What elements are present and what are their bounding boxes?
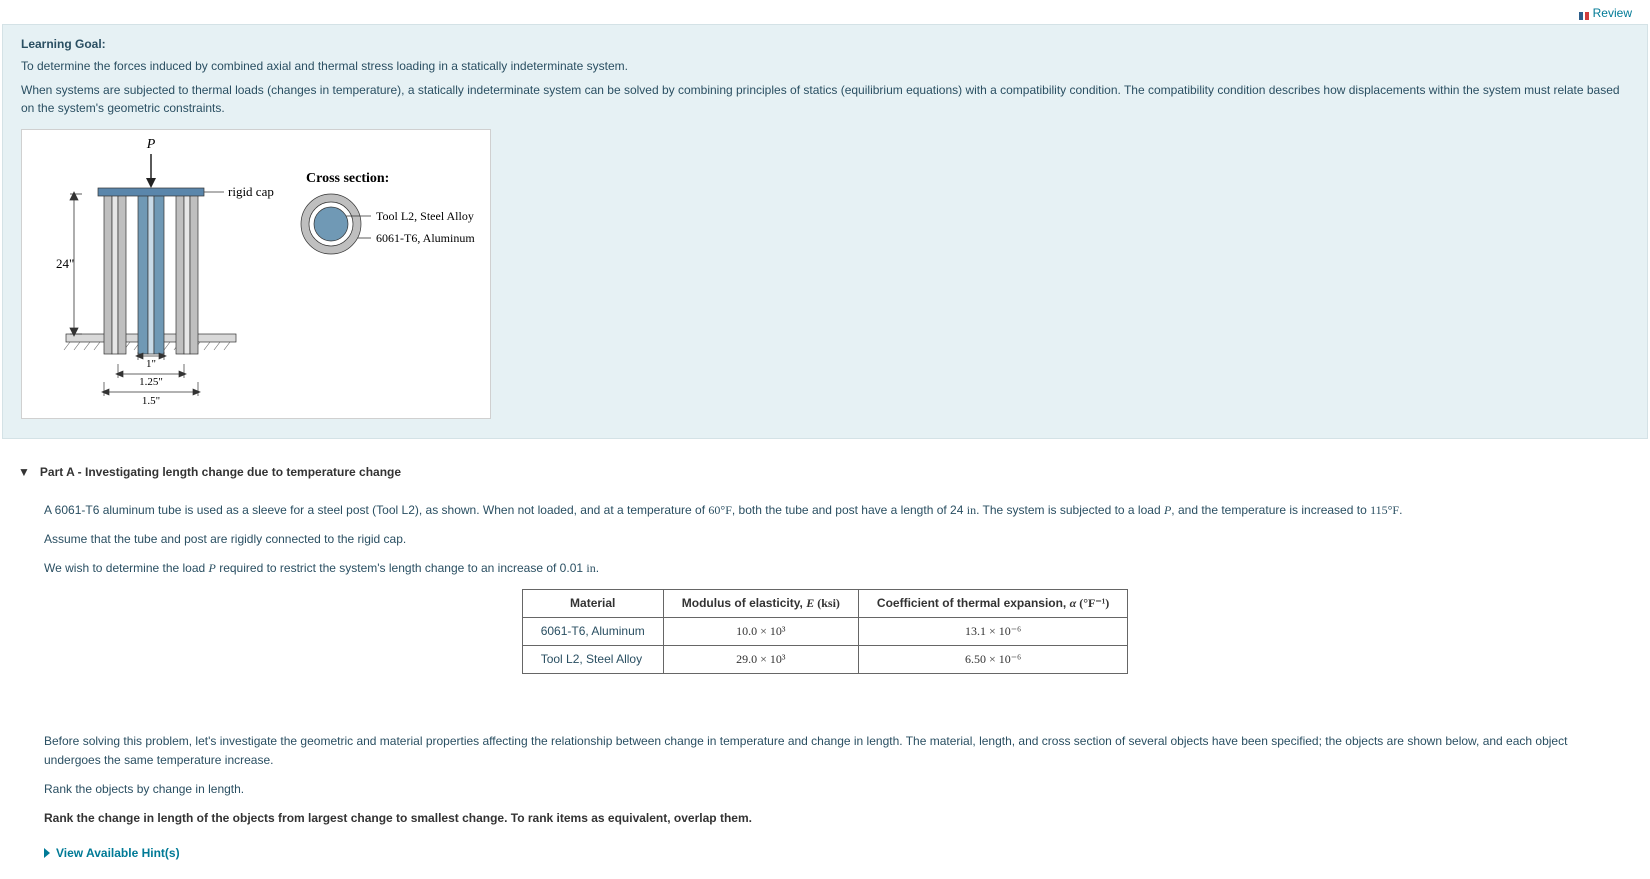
fig-inner-dim: 1"	[146, 358, 156, 370]
top-bar: Review	[0, 0, 1650, 22]
fig-rigidcap-label: rigid cap	[228, 184, 274, 199]
review-label: Review	[1593, 6, 1632, 20]
learning-goal-panel: Learning Goal: To determine the forces i…	[2, 24, 1648, 439]
fig-xsection-title: Cross section:	[306, 171, 389, 186]
review-link[interactable]: Review	[1579, 6, 1632, 20]
figure: P rigid cap 24"	[21, 129, 491, 419]
part-a-body: A 6061-T6 aluminum tube is used as a sle…	[0, 487, 1650, 879]
part-a-p4: Before solving this problem, let's inves…	[44, 732, 1606, 770]
view-hints-button[interactable]: View Available Hint(s)	[44, 846, 180, 860]
part-a-header[interactable]: ▼ Part A - Investigating length change d…	[0, 457, 1650, 487]
fig-height-label: 24"	[56, 256, 74, 271]
fig-outer-dim: 1.5"	[142, 395, 160, 407]
part-a-p3: We wish to determine the load P required…	[44, 559, 1606, 578]
table-col-modulus: Modulus of elasticity, E (ksi)	[663, 589, 858, 617]
fig-load-label: P	[146, 137, 156, 152]
part-a-p1: A 6061-T6 aluminum tube is used as a sle…	[44, 501, 1606, 520]
hints-label: View Available Hint(s)	[56, 846, 180, 860]
table-col-alpha: Coefficient of thermal expansion, α (°F⁻…	[858, 589, 1127, 617]
caret-down-icon: ▼	[18, 465, 30, 479]
part-a-p5: Rank the objects by change in length.	[44, 780, 1606, 799]
review-icon	[1579, 9, 1589, 17]
caret-right-icon	[44, 848, 50, 858]
table-row: Tool L2, Steel Alloy 29.0 × 10³ 6.50 × 1…	[522, 645, 1128, 673]
table-col-material: Material	[522, 589, 663, 617]
learning-goal-title: Learning Goal:	[21, 37, 1629, 51]
fig-inner-mat: Tool L2, Steel Alloy	[376, 209, 474, 223]
learning-goal-line1: To determine the forces induced by combi…	[21, 57, 1629, 75]
part-a-p2: Assume that the tube and post are rigidl…	[44, 530, 1606, 549]
materials-table: Material Modulus of elasticity, E (ksi) …	[522, 589, 1129, 674]
table-row: 6061-T6, Aluminum 10.0 × 10³ 13.1 × 10⁻⁶	[522, 617, 1128, 645]
part-a-title: Part A - Investigating length change due…	[40, 465, 401, 479]
part-a-p6: Rank the change in length of the objects…	[44, 809, 1606, 828]
fig-outer-mat: 6061-T6, Aluminum	[376, 231, 475, 245]
figure-svg: P rigid cap 24"	[26, 134, 486, 414]
learning-goal-line2: When systems are subjected to thermal lo…	[21, 81, 1629, 117]
fig-mid-dim: 1.25"	[139, 376, 163, 388]
